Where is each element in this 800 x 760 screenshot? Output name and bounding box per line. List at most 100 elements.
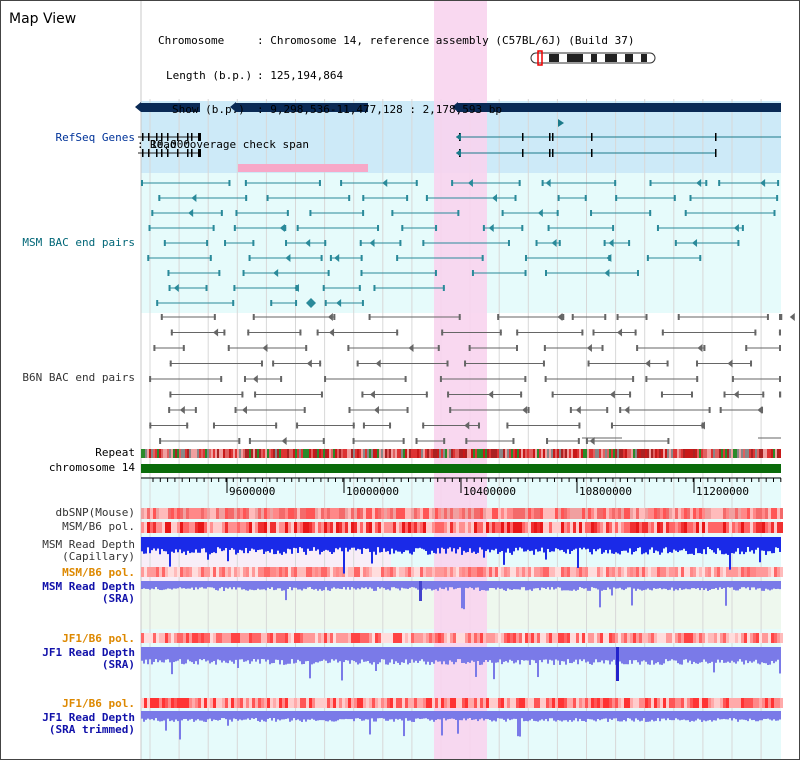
depth-bar bbox=[763, 647, 765, 664]
track-label-msm-pol-2[interactable]: MSM/B6 pol. bbox=[62, 566, 135, 579]
repeat-block bbox=[515, 449, 517, 458]
depth-bar bbox=[303, 537, 305, 552]
depth-bar bbox=[321, 647, 323, 661]
depth-bar bbox=[599, 647, 601, 663]
heat-cell bbox=[432, 567, 435, 577]
depth-bar bbox=[753, 711, 755, 720]
depth-bar bbox=[409, 647, 411, 663]
track-label-jf1-depth-trimmed[interactable]: JF1 Read Depth (SRA trimmed) bbox=[42, 712, 135, 736]
depth-bar bbox=[157, 537, 159, 549]
heat-cell bbox=[681, 522, 684, 533]
heat-cell bbox=[204, 633, 207, 643]
depth-bar bbox=[159, 581, 161, 591]
heat-cell bbox=[285, 508, 288, 519]
heat-cell bbox=[666, 508, 669, 519]
depth-bar bbox=[571, 711, 573, 722]
depth-bar bbox=[647, 537, 649, 555]
depth-bar bbox=[459, 537, 461, 548]
track-label-msm-depth-capillary[interactable]: MSM Read Depth (Capillary) bbox=[42, 539, 135, 563]
heat-cell bbox=[747, 567, 750, 577]
depth-bar bbox=[539, 581, 541, 591]
heat-cell bbox=[729, 633, 732, 643]
heat-cell bbox=[465, 633, 468, 643]
heat-cell bbox=[267, 508, 270, 519]
depth-bar bbox=[161, 581, 163, 591]
heat-cell bbox=[498, 567, 501, 577]
axis-tick-label: 10800000 bbox=[579, 485, 632, 498]
track-label-msm-pol[interactable]: MSM/B6 pol. bbox=[62, 520, 135, 533]
heat-cell bbox=[717, 567, 720, 577]
depth-bar bbox=[355, 537, 357, 551]
heat-cell bbox=[426, 567, 429, 577]
heat-cell bbox=[543, 698, 546, 708]
track-label-refseq-genes[interactable]: RefSeq Genes bbox=[55, 131, 135, 144]
bac-end bbox=[252, 240, 255, 246]
depth-bar bbox=[339, 537, 341, 548]
depth-bar bbox=[461, 711, 463, 721]
track-label-dbsnp[interactable]: dbSNP(Mouse) bbox=[55, 506, 135, 519]
heat-cell bbox=[495, 522, 498, 533]
bac-end bbox=[227, 345, 230, 351]
heat-cell bbox=[246, 522, 249, 533]
heat-cell bbox=[627, 633, 630, 643]
heat-cell bbox=[510, 567, 513, 577]
depth-bar bbox=[655, 537, 657, 551]
repeat-block bbox=[749, 449, 751, 458]
track-label-b6n-bac[interactable]: B6N BAC end pairs bbox=[22, 371, 135, 384]
heat-cell bbox=[741, 633, 744, 643]
track-label-line: JF1 Read Depth bbox=[42, 646, 135, 659]
depth-bar bbox=[519, 647, 521, 665]
heat-cell bbox=[153, 508, 156, 519]
heat-cell bbox=[474, 508, 477, 519]
heat-cell bbox=[429, 508, 432, 519]
track-label-jf1-depth-sra[interactable]: JF1 Read Depth (SRA) bbox=[42, 647, 135, 671]
heat-cell bbox=[174, 567, 177, 577]
heat-cell bbox=[393, 567, 396, 577]
heat-cell bbox=[720, 698, 723, 708]
depth-bar bbox=[305, 647, 307, 662]
depth-bar bbox=[711, 711, 713, 722]
heat-cell bbox=[597, 567, 600, 577]
track-label-jf1-pol[interactable]: JF1/B6 pol. bbox=[62, 632, 135, 645]
heat-cell bbox=[489, 522, 492, 533]
repeat-block bbox=[415, 449, 417, 458]
track-label-repeat[interactable]: Repeat bbox=[95, 446, 135, 459]
depth-bar bbox=[425, 647, 427, 665]
depth-bar bbox=[425, 581, 427, 590]
heat-cell bbox=[342, 522, 345, 533]
heat-cell bbox=[261, 633, 264, 643]
depth-bar bbox=[359, 581, 361, 590]
depth-bar bbox=[455, 647, 457, 663]
depth-bar bbox=[475, 647, 477, 677]
heat-cell bbox=[618, 567, 621, 577]
track-label-jf1-pol-2[interactable]: JF1/B6 pol. bbox=[62, 697, 135, 710]
heat-cell bbox=[366, 522, 369, 533]
depth-bar bbox=[415, 711, 417, 719]
repeat-block bbox=[629, 449, 631, 458]
depth-bar bbox=[469, 581, 471, 588]
depth-bar bbox=[321, 581, 323, 591]
depth-bar bbox=[471, 647, 473, 661]
track-label-msm-bac[interactable]: MSM BAC end pairs bbox=[22, 236, 135, 249]
bac-arrow bbox=[557, 313, 563, 321]
heat-cell bbox=[303, 508, 306, 519]
heat-cell bbox=[720, 508, 723, 519]
repeat-block bbox=[383, 449, 385, 458]
repeat-block bbox=[347, 449, 349, 458]
depth-bar bbox=[349, 711, 351, 720]
track-label-chromosome[interactable]: chromosome 14 bbox=[48, 461, 135, 474]
depth-bar bbox=[553, 581, 555, 590]
heat-cell bbox=[510, 698, 513, 708]
depth-bar bbox=[501, 647, 503, 665]
depth-bar bbox=[427, 581, 429, 589]
bac-end bbox=[362, 195, 365, 201]
heat-cell bbox=[195, 567, 198, 577]
depth-bar bbox=[393, 647, 395, 665]
depth-bar bbox=[463, 647, 465, 663]
heat-cell bbox=[780, 633, 783, 643]
depth-bar bbox=[739, 647, 741, 660]
heat-cell bbox=[225, 633, 228, 643]
track-label-msm-depth-sra[interactable]: MSM Read Depth (SRA) bbox=[42, 581, 135, 605]
repeat-block bbox=[191, 449, 193, 458]
